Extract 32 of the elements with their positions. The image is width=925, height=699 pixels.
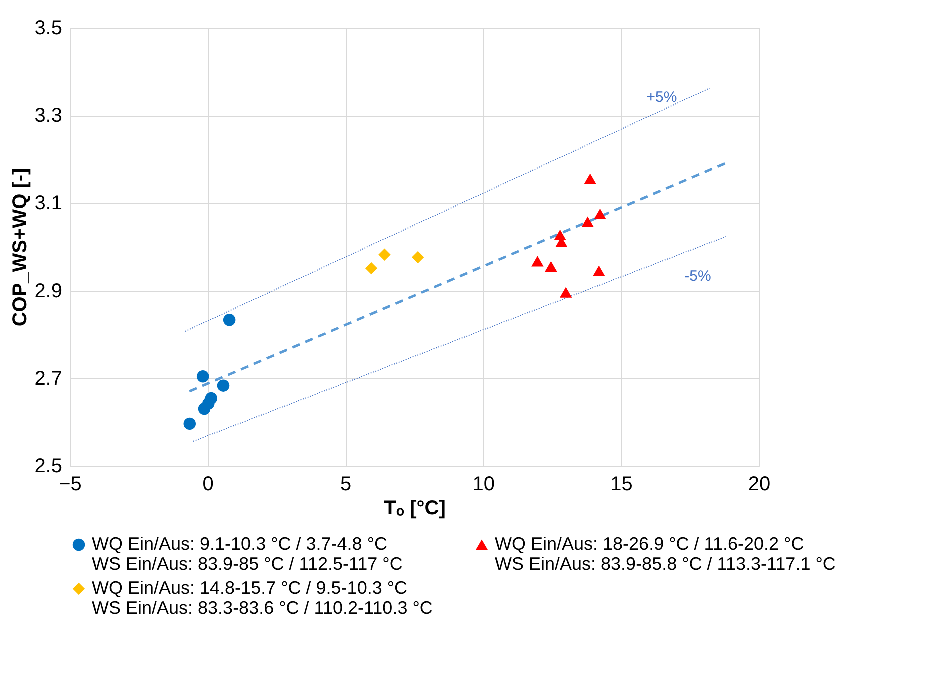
y-tick-label: 3.1 xyxy=(34,192,62,215)
point xyxy=(378,248,391,262)
point xyxy=(594,208,606,220)
point xyxy=(412,251,424,264)
annotation: +5% xyxy=(646,89,678,106)
x-axis-title: Tₒ [°C] xyxy=(384,498,446,520)
x-tick-label: 15 xyxy=(610,474,633,496)
annotation: -5% xyxy=(684,268,712,285)
y-tick-label: 2.7 xyxy=(34,368,62,390)
point xyxy=(545,261,558,272)
point xyxy=(217,380,230,392)
point xyxy=(532,256,544,267)
y-tick-label: 3.5 xyxy=(34,18,62,40)
x-tick-label: 0 xyxy=(202,474,214,496)
point xyxy=(560,287,572,298)
x-tick-label: 20 xyxy=(748,474,771,496)
point xyxy=(593,266,606,276)
point xyxy=(223,314,236,326)
point xyxy=(365,262,378,275)
point xyxy=(205,392,218,405)
y-tick-label: 2.9 xyxy=(34,280,62,302)
point xyxy=(196,370,210,383)
legend-label: WQ Ein/Aus: 18-26.9 °C / 11.6-20.2 °C WS Ein/Aus: 83.9-85.8 °C / 113.3-117.1 °C xyxy=(495,534,836,574)
legend-label: WQ Ein/Aus: 14.8-15.7 °C / 9.5-10.3 °C WS Ein/Aus: 83.3-83.6 °C / 110.2-110.3 °C xyxy=(92,578,433,618)
y-axis-title: COP_WS+WQ [-] xyxy=(10,168,32,327)
y-tick-label: 3.3 xyxy=(34,105,62,128)
point xyxy=(584,174,596,184)
point xyxy=(582,216,594,228)
x-tick-label: 10 xyxy=(472,474,496,496)
point xyxy=(184,418,196,430)
legend-label: WQ Ein/Aus: 9.1-10.3 °C / 3.7-4.8 °C WS Ein/Aus: 83.9-85 °C / 112.5-117 °C xyxy=(92,534,403,574)
x-tick-label: 5 xyxy=(340,474,352,496)
